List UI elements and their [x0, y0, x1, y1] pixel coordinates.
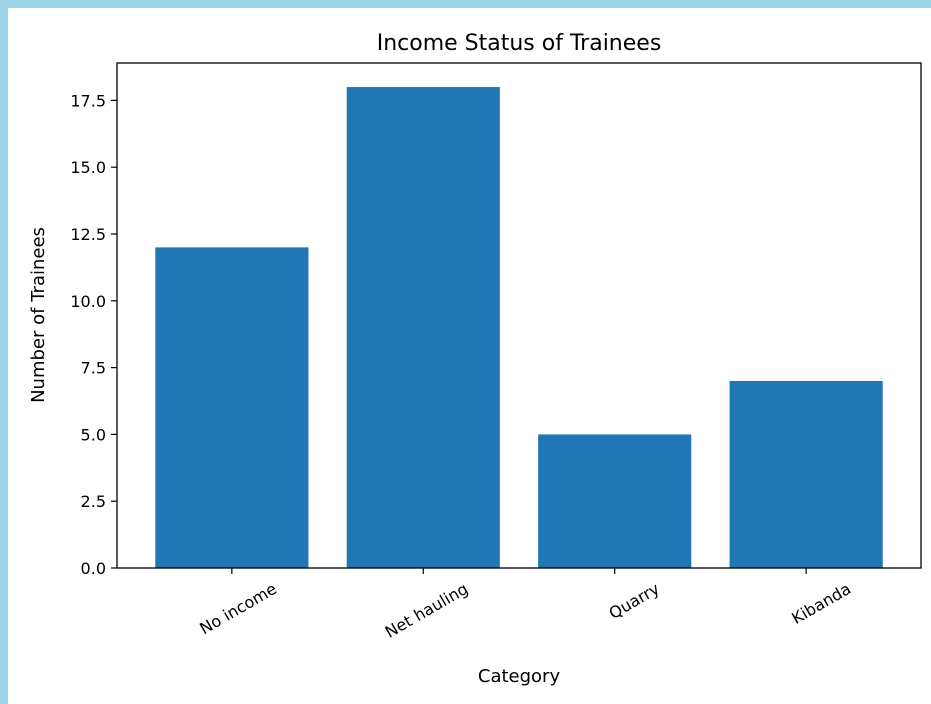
chart-title: Income Status of Trainees — [377, 31, 662, 56]
y-tick-label: 17.5 — [70, 91, 106, 110]
y-tick-label: 2.5 — [81, 492, 106, 511]
bar-quarry — [538, 434, 692, 568]
bar-net-hauling — [346, 87, 500, 569]
y-tick-label: 0.0 — [81, 559, 106, 578]
bar-kibanda — [729, 380, 883, 568]
x-tick-label: Kibanda — [788, 579, 854, 628]
y-tick-label: 15.0 — [70, 158, 106, 177]
plot-area-frame — [116, 62, 922, 569]
y-tick-label: 10.0 — [70, 292, 106, 311]
y-axis-label: Number of Trainees — [28, 227, 49, 403]
y-tick-label: 5.0 — [81, 425, 106, 444]
x-tick-label: Quarry — [606, 579, 663, 623]
y-ticks-group: 0.0 2.5 5.0 7.5 10.0 12.5 15.0 17.5 — [70, 91, 117, 578]
y-tick-label: 12.5 — [70, 225, 106, 244]
x-ticks-group: No income Net hauling Quarry Kibanda — [196, 568, 854, 642]
x-tick-label: No income — [196, 579, 280, 638]
bar-no-income — [155, 247, 309, 568]
y-tick-label: 7.5 — [81, 359, 106, 378]
x-tick-label: Net hauling — [382, 579, 472, 642]
x-axis-label: Category — [478, 666, 561, 687]
bars-group — [155, 87, 883, 569]
